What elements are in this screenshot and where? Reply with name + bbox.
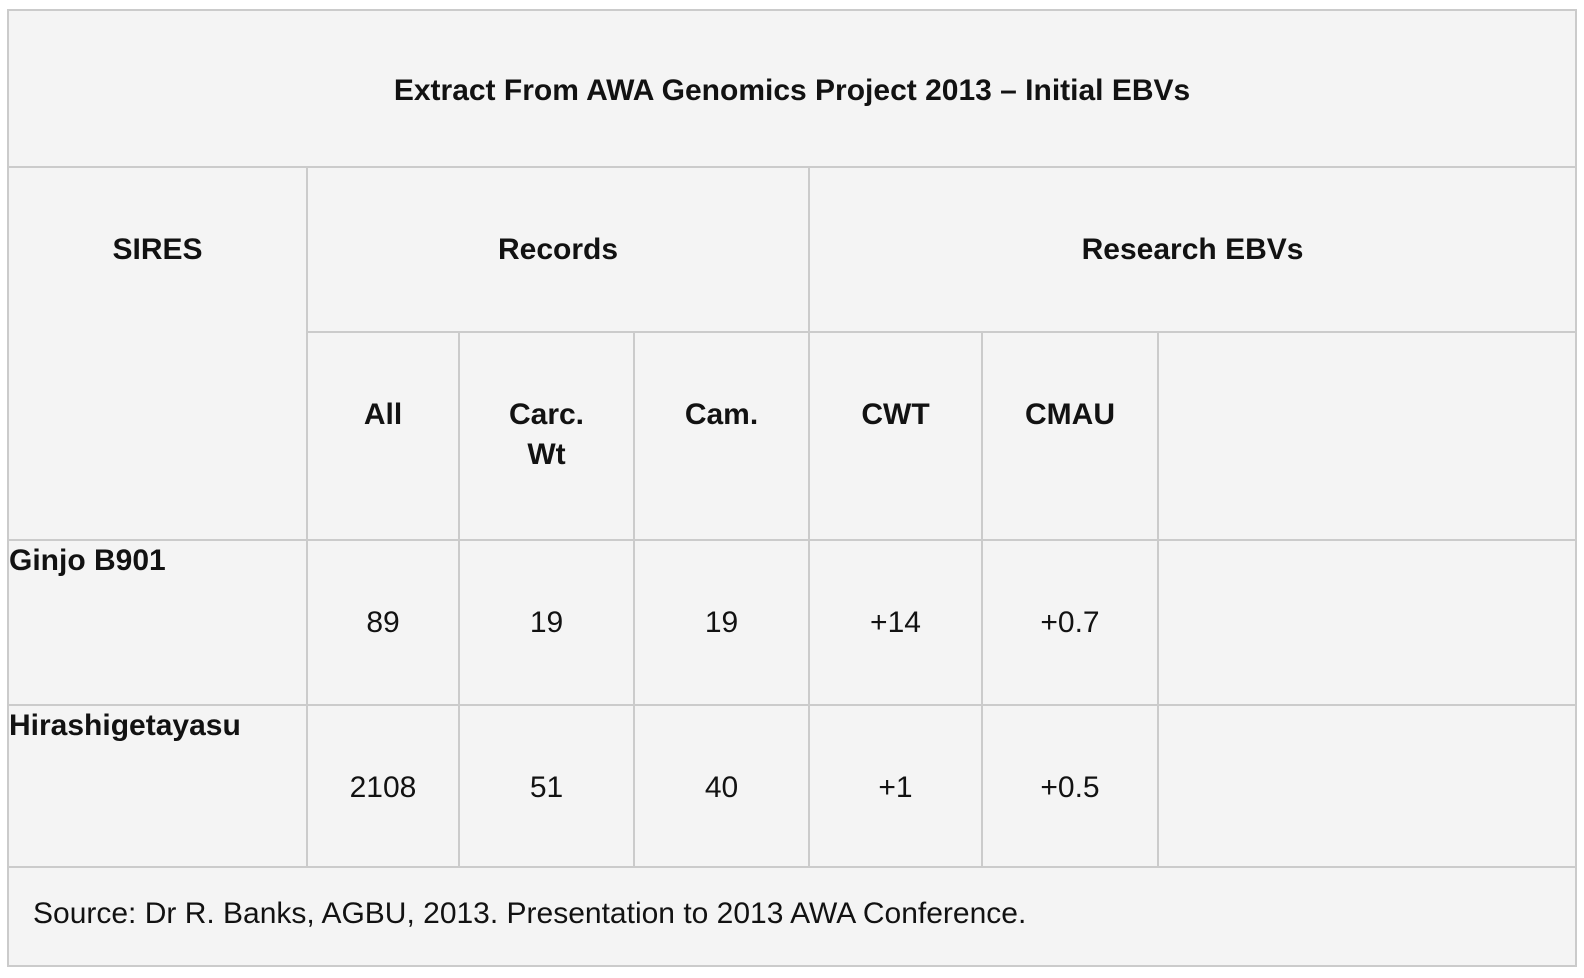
column-header-empty: [1156, 331, 1578, 541]
records-all-value: 2108: [306, 704, 460, 868]
source-row: Source: Dr R. Banks, AGBU, 2013. Present…: [6, 866, 1578, 967]
source-citation: Source: Dr R. Banks, AGBU, 2013. Present…: [6, 866, 1578, 967]
column-header-cwt: CWT: [808, 331, 983, 541]
ebv-cwt-value: +1: [808, 704, 983, 868]
empty-cell: [1156, 704, 1578, 868]
ebv-cmau-value: +0.7: [981, 539, 1159, 706]
column-header-all: All: [306, 331, 460, 541]
sire-name: Hirashigetayasu: [7, 704, 308, 868]
ebv-extract-table: Extract From AWA Genomics Project 2013 –…: [6, 9, 1578, 967]
column-header-cam: Cam.: [633, 331, 810, 541]
records-carc-wt-value: 19: [458, 539, 635, 706]
records-all-value: 89: [306, 539, 460, 706]
records-cam-value: 19: [633, 539, 810, 706]
records-carc-wt-value: 51: [458, 704, 635, 868]
column-group-research-ebvs: Research EBVs: [807, 166, 1578, 333]
sire-name: Ginjo B901: [7, 539, 308, 706]
records-cam-value: 40: [633, 704, 810, 868]
empty-cell: [1156, 539, 1578, 706]
column-group-records: Records: [306, 166, 810, 333]
ebv-cwt-value: +14: [808, 539, 983, 706]
column-header-cmau: CMAU: [981, 331, 1159, 541]
table-row-hirashigetayasu: Hirashigetayasu 2108 51 40 +1 +0.5: [7, 704, 1578, 868]
column-header-sires: SIRES: [7, 166, 308, 541]
header-group-row: SIRES Records Research EBVs: [7, 166, 1578, 541]
header-sub-row: All Carc. Wt Cam. CWT CMAU: [8, 331, 1578, 541]
ebv-cmau-value: +0.5: [981, 704, 1159, 868]
column-header-carc-wt: Carc. Wt: [458, 331, 635, 541]
table-title-row: Extract From AWA Genomics Project 2013 –…: [6, 9, 1578, 168]
table-row-ginjo-b901: Ginjo B901 89 19 19 +14 +0.7: [7, 539, 1578, 706]
table-title: Extract From AWA Genomics Project 2013 –…: [6, 9, 1578, 168]
